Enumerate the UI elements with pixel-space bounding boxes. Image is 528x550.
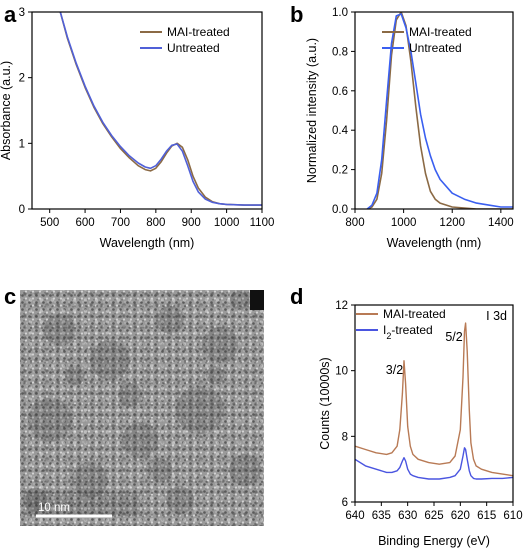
legend-label-a-1: Untreated (167, 41, 220, 55)
x-tick-label-b-3: 1400 (488, 217, 514, 229)
tem-particle-1 (90, 340, 130, 380)
absorbance-chart: 500 600 700 800 900 1000 1100 0 1 2 3 Wavelength (n… (0, 7, 274, 250)
legend-label-b-1: Untreated (409, 41, 462, 55)
panel-letter-d: d (290, 284, 303, 309)
panel-letter-a: a (4, 2, 17, 27)
x-tick-label-a-3: 800 (146, 217, 165, 229)
x-tick-label-a-4: 900 (182, 217, 201, 229)
panel-letter-b: b (290, 2, 303, 27)
y-tick-label-a-1: 1 (19, 138, 25, 150)
tem-particle-7 (229, 454, 261, 486)
tem-particle-10 (118, 383, 142, 407)
x-tick-label-d-1: 635 (372, 510, 391, 522)
tem-particle-11 (230, 290, 250, 310)
legend-a: MAI-treated Untreated (140, 25, 230, 55)
y-tick-label-d-3: 12 (335, 300, 348, 312)
xps-chart: 640 635 630 625 620 615 610 6 8 10 12 Binding Energ… (318, 300, 523, 548)
x-tick-label-a-2: 700 (111, 217, 130, 229)
x-tick-label-d-2: 630 (398, 510, 417, 522)
scale-bar-label: 10 nm (38, 502, 70, 514)
peak-annotation-d-0: 3/2 (386, 363, 403, 377)
y-tick-label-a-3: 3 (19, 7, 25, 19)
plot-frame-b (354, 11, 514, 210)
x-axis-label-b: Wavelength (nm) (387, 236, 482, 250)
y-tick-label-b-0: 0.0 (332, 204, 348, 216)
x-tick-label-d-4: 620 (451, 510, 470, 522)
y-axis-label-a: Absorbance (a.u.) (0, 61, 13, 160)
x-tick-label-d-3: 625 (424, 510, 443, 522)
tem-particle-13 (148, 458, 172, 482)
legend-d: MAI-treated I2-treated (356, 307, 446, 341)
y-tick-label-d-2: 10 (335, 366, 348, 378)
x-tick-label-a-6: 1100 (250, 217, 275, 229)
x-axis-label-a: Wavelength (nm) (100, 236, 195, 250)
x-tick-label-b-2: 1200 (439, 217, 465, 229)
tem-particle-12 (65, 365, 85, 385)
x-tick-label-a-1: 600 (75, 217, 94, 229)
tem-particle-8 (72, 462, 108, 498)
peak-annotation-d-1: 5/2 (445, 330, 462, 344)
panel-letter-c: c (4, 284, 16, 309)
y-tick-label-b-4: 0.8 (332, 46, 348, 58)
series-line-d-0 (355, 322, 513, 477)
y-tick-label-b-3: 0.6 (332, 86, 348, 98)
series-line-a-1 (59, 12, 262, 206)
tem-particle-14 (23, 488, 47, 512)
legend-label-d-1: I2-treated (383, 323, 433, 341)
legend-label-b-0: MAI-treated (409, 25, 472, 39)
plot-frame-a (31, 11, 263, 210)
corner-label-d: I 3d (486, 309, 507, 323)
series-line-d-1 (355, 447, 513, 480)
tem-particle-2 (156, 306, 184, 334)
legend-label-d-0: MAI-treated (383, 307, 446, 321)
legend-b: MAI-treated Untreated (382, 25, 472, 55)
tem-particle-15 (206, 366, 224, 384)
series-line-a-0 (59, 12, 262, 206)
photoluminescence-chart: 800 1000 1200 1400 0.0 0.2 0.4 0.6 0.8 1.0 Wavelen… (305, 7, 514, 250)
x-tick-label-b-0: 800 (345, 217, 364, 229)
y-tick-label-b-1: 0.2 (332, 165, 348, 177)
tem-particle-0 (44, 314, 76, 346)
x-tick-label-d-0: 640 (345, 510, 364, 522)
tem-micrograph: 10 nm (20, 290, 264, 526)
tem-particle-9 (166, 486, 194, 514)
tem-particle-4 (28, 398, 72, 442)
x-tick-label-d-5: 615 (477, 510, 496, 522)
y-tick-label-b-5: 1.0 (332, 7, 348, 19)
y-axis-label-d: Counts (10000s) (318, 357, 332, 449)
y-tick-label-a-0: 0 (19, 204, 25, 216)
x-tick-label-b-1: 1000 (391, 217, 417, 229)
y-axis-label-b: Normalized intensity (a.u.) (305, 38, 319, 183)
tem-particle-3 (202, 327, 238, 363)
tem-corner-shadow (250, 290, 264, 310)
y-tick-label-b-2: 0.4 (332, 125, 349, 137)
series-line-b-1 (366, 13, 513, 209)
tem-particle-5 (122, 422, 158, 458)
x-tick-label-d-6: 610 (503, 510, 522, 522)
x-axis-label-d: Binding Energy (eV) (378, 534, 490, 548)
x-tick-label-a-0: 500 (40, 217, 59, 229)
y-tick-label-a-2: 2 (19, 73, 25, 85)
series-line-b-0 (366, 12, 513, 209)
legend-label-a-0: MAI-treated (167, 25, 230, 39)
y-tick-label-d-0: 6 (342, 497, 348, 509)
plot-frame-d (354, 304, 514, 503)
x-tick-label-a-5: 1000 (214, 217, 240, 229)
y-tick-label-d-1: 8 (342, 431, 348, 443)
tem-particle-6 (176, 386, 224, 434)
